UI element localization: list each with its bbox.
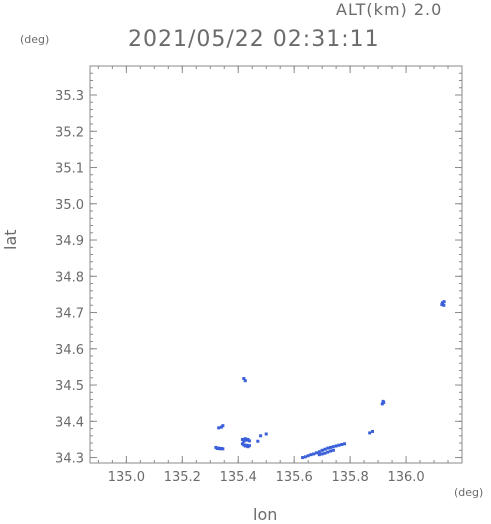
y-tick-label: 34.4 bbox=[55, 415, 84, 430]
data-point bbox=[370, 429, 374, 433]
data-point bbox=[343, 442, 347, 446]
altitude-label: ALT(km) 2.0 bbox=[336, 0, 443, 19]
x-tick-label: 136.0 bbox=[387, 470, 424, 485]
y-unit-label: (deg) bbox=[20, 33, 50, 46]
data-point bbox=[440, 301, 444, 305]
y-tick-label: 35.2 bbox=[55, 125, 84, 140]
data-point bbox=[221, 424, 225, 428]
y-tick-label: 34.8 bbox=[55, 270, 84, 285]
x-tick-label: 135.2 bbox=[164, 470, 201, 485]
plot-frame bbox=[89, 65, 463, 464]
data-point bbox=[217, 426, 221, 430]
data-point bbox=[326, 446, 330, 450]
x-axis-label: lon bbox=[253, 505, 278, 524]
data-point bbox=[303, 455, 307, 459]
x-unit-label: (deg) bbox=[454, 486, 484, 499]
y-tick-label: 34.3 bbox=[55, 452, 84, 467]
data-point bbox=[331, 445, 335, 449]
data-point bbox=[247, 439, 251, 443]
data-point bbox=[381, 399, 385, 403]
data-point bbox=[442, 303, 446, 307]
y-tick-label: 34.7 bbox=[55, 307, 84, 322]
data-point bbox=[380, 402, 384, 406]
data-point bbox=[247, 444, 251, 448]
data-point bbox=[309, 453, 313, 457]
data-point bbox=[242, 377, 246, 381]
data-point bbox=[312, 452, 316, 456]
x-tick-label: 135.6 bbox=[276, 470, 313, 485]
data-point bbox=[323, 447, 327, 451]
y-tick-label: 35.3 bbox=[55, 89, 84, 104]
data-point bbox=[315, 451, 319, 455]
data-point bbox=[243, 379, 247, 383]
data-point bbox=[326, 450, 330, 454]
data-point bbox=[240, 437, 244, 441]
timestamp-title: 2021/05/22 02:31:11 bbox=[128, 27, 380, 52]
data-point bbox=[301, 456, 305, 460]
data-point bbox=[334, 444, 338, 448]
data-point bbox=[221, 447, 225, 451]
y-tick-label: 35.1 bbox=[55, 162, 84, 177]
data-point bbox=[259, 434, 263, 438]
data-point bbox=[256, 439, 260, 443]
y-tick-label: 34.9 bbox=[55, 234, 84, 249]
data-point bbox=[337, 443, 341, 447]
data-point bbox=[242, 439, 246, 443]
data-point bbox=[320, 452, 324, 456]
data-point bbox=[340, 443, 344, 447]
data-point bbox=[329, 449, 333, 453]
data-point bbox=[323, 451, 327, 455]
data-point bbox=[331, 448, 335, 452]
y-tick-label: 34.6 bbox=[55, 343, 84, 358]
data-point bbox=[306, 454, 310, 458]
data-point bbox=[442, 300, 446, 304]
data-point bbox=[440, 303, 444, 307]
y-tick-label: 35.0 bbox=[55, 198, 84, 213]
data-point bbox=[317, 450, 321, 454]
x-tick-label: 135.0 bbox=[108, 470, 145, 485]
data-point bbox=[368, 431, 372, 435]
x-tick-label: 135.8 bbox=[332, 470, 369, 485]
data-point bbox=[264, 432, 268, 436]
data-point bbox=[329, 445, 333, 449]
x-tick-label: 135.4 bbox=[220, 470, 257, 485]
data-point bbox=[317, 453, 321, 457]
data-point bbox=[320, 448, 324, 452]
y-tick-label: 34.5 bbox=[55, 379, 84, 394]
